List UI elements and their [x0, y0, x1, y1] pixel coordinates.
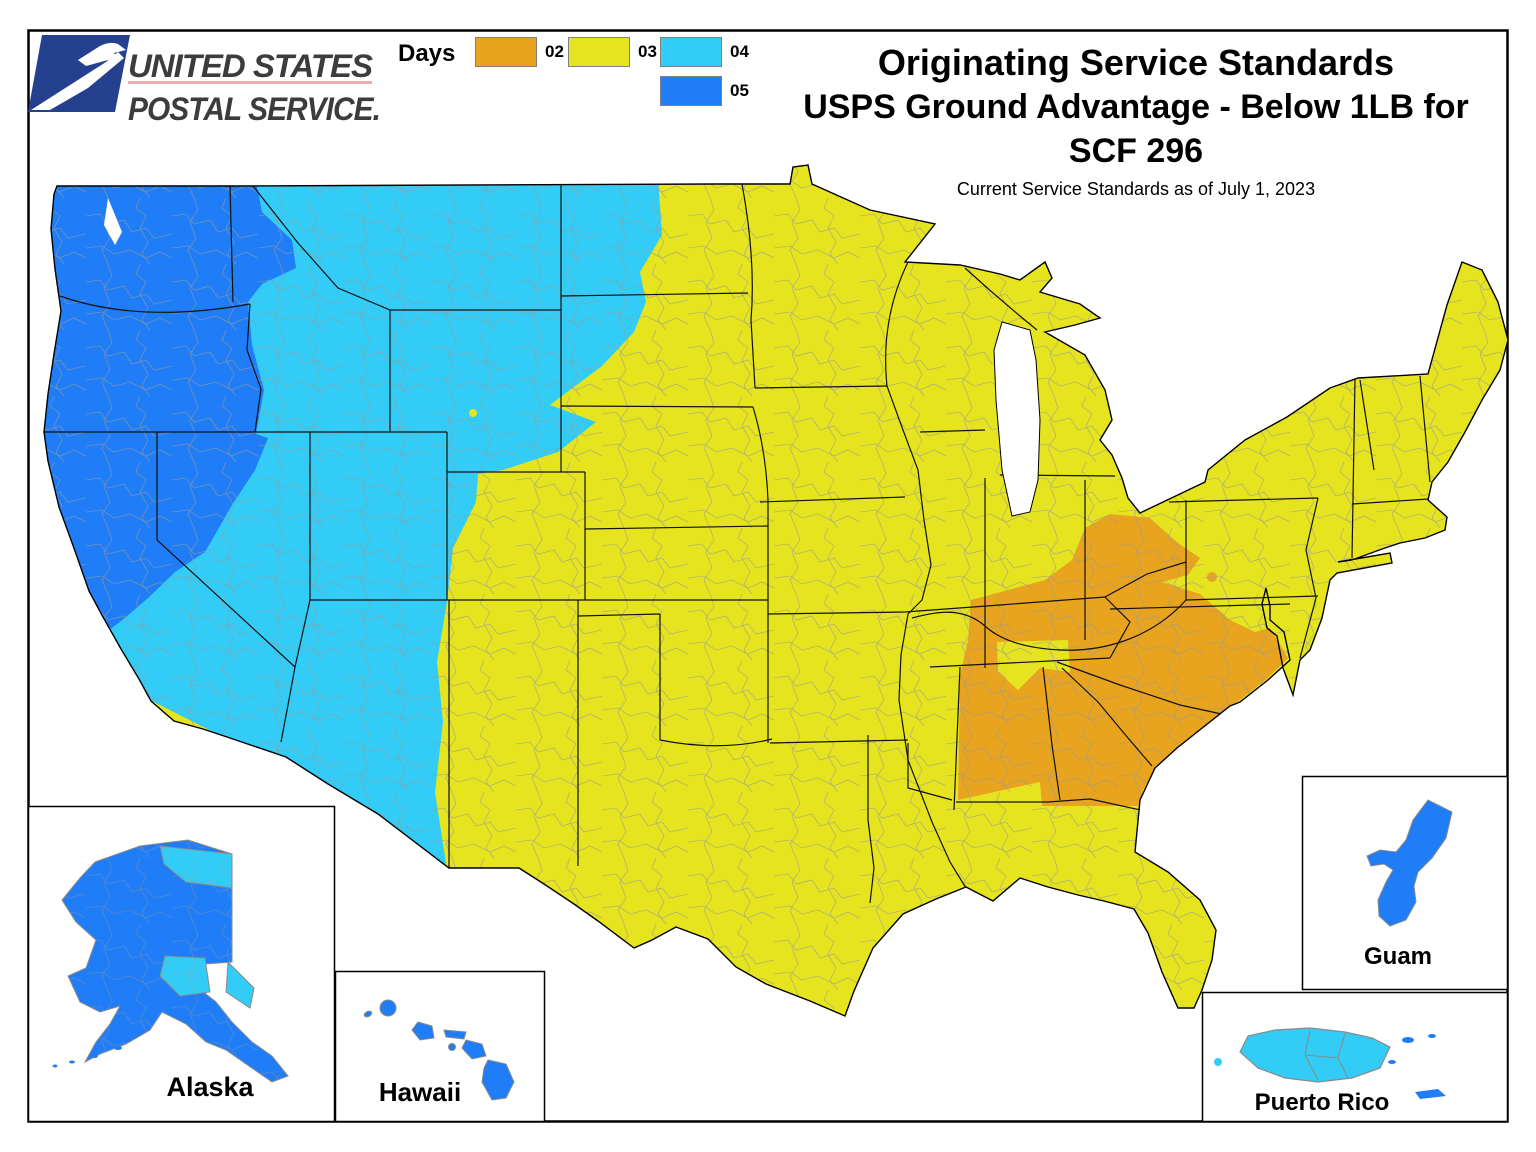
legend-swatch-03	[568, 37, 630, 67]
legend-value-02: 02	[545, 42, 564, 61]
legend-value-04: 04	[730, 42, 749, 61]
legend-swatch-05	[660, 76, 722, 106]
state-boundaries	[44, 183, 1431, 904]
legend-value-03: 03	[638, 42, 657, 61]
hawaii-islands	[363, 999, 515, 1101]
legend-item-02: 02	[475, 37, 585, 69]
title-block: Originating Service Standards USPS Groun…	[766, 40, 1506, 200]
eagle-head-icon	[78, 42, 126, 66]
logo-line-united-states: UNITED STATES	[128, 48, 374, 84]
page-date-note: Current Service Standards as of July 1, …	[956, 179, 1316, 200]
legend-swatch-04	[660, 37, 722, 67]
page-subtitle: USPS Ground Advantage - Below 1LB for SC…	[803, 88, 1469, 171]
inset-puerto-rico-label: Puerto Rico	[1255, 1089, 1390, 1116]
usps-logo: UNITED STATES POSTAL SERVICE.	[28, 35, 381, 127]
eagle-wing-swoosh	[31, 52, 124, 110]
legend-item-04: 04	[660, 37, 770, 69]
inset-guam-label: Guam	[1364, 943, 1432, 970]
inset-guam: Guam	[1301, 775, 1509, 991]
mona-island	[1214, 1058, 1222, 1066]
puerto-rico-shape	[1239, 1027, 1391, 1083]
inset-hawaii-box	[334, 970, 546, 1123]
us-outline	[43, 164, 1509, 1017]
legend-swatch-02	[475, 37, 537, 67]
outlying-islands	[1388, 1034, 1446, 1099]
lake-michigan-shore	[993, 321, 1041, 517]
lake-michigan	[994, 322, 1040, 516]
legend-item-03: 03	[568, 37, 678, 69]
aleutian-islands	[52, 1046, 122, 1068]
inset-alaska: Alaska	[27, 805, 336, 1123]
legend-title: Days	[398, 40, 456, 67]
puget-sound	[104, 198, 122, 245]
inset-hawaii-label: Hawaii	[379, 1077, 461, 1107]
logo-red-underline	[128, 81, 372, 84]
page-title: Originating Service Standards	[877, 42, 1395, 83]
guam-shape	[1366, 799, 1453, 927]
legend-value-05: 05	[730, 81, 749, 100]
inset-puerto-rico: Puerto Rico	[1201, 991, 1509, 1123]
inset-hawaii: Hawaii	[334, 970, 546, 1123]
page-border	[27, 29, 1509, 1123]
logo-line-postal-service: POSTAL SERVICE.	[128, 91, 380, 127]
puerto-rico-zip-lines	[1304, 1029, 1349, 1081]
legend-item-05: 05	[660, 76, 770, 108]
inset-alaska-label: Alaska	[166, 1072, 254, 1102]
